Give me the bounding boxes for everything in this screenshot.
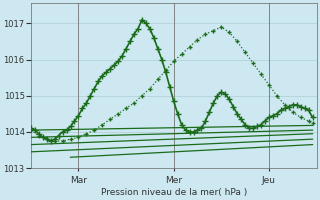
X-axis label: Pression niveau de la mer( hPa ): Pression niveau de la mer( hPa ) xyxy=(100,188,247,197)
